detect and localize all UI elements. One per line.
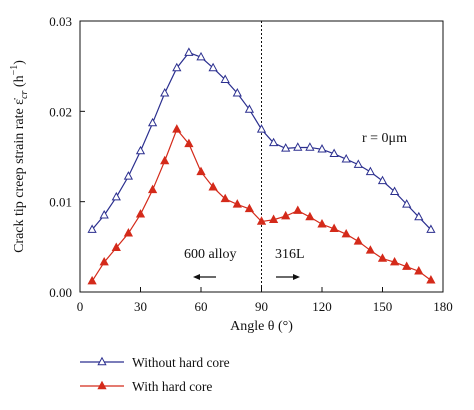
y-tick-label: 0.02	[49, 104, 72, 119]
data-point	[196, 166, 206, 176]
data-point	[353, 159, 363, 168]
data-point	[414, 211, 424, 221]
series-layer	[87, 47, 436, 285]
data-point	[281, 210, 291, 220]
y-tick-label: 0.03	[49, 14, 72, 29]
data-point	[293, 142, 303, 151]
data-point	[196, 51, 206, 61]
y-axis-title: Crack tip creep strain rate ε̇cr (h−1)	[9, 60, 30, 253]
y-axis-title-part: cr	[19, 90, 30, 98]
data-point	[184, 47, 194, 56]
data-point	[123, 228, 134, 237]
data-point	[135, 145, 146, 155]
annotation-layer: r = 0μm 600 alloy 316L	[184, 131, 407, 280]
y-axis-title-part: −1	[9, 65, 20, 76]
data-point	[402, 261, 412, 270]
x-tick-label: 180	[433, 299, 453, 314]
data-point	[99, 209, 109, 219]
data-point	[172, 62, 182, 72]
data-point	[87, 275, 97, 285]
data-point	[256, 216, 267, 225]
data-point	[353, 236, 363, 245]
series-0	[87, 47, 436, 233]
legend-label: Without hard core	[132, 355, 230, 370]
data-point	[135, 209, 146, 218]
data-point	[329, 223, 339, 232]
data-point	[293, 205, 303, 214]
data-point	[244, 203, 255, 213]
data-point	[329, 148, 339, 158]
y-axis-title-part: Crack tip creep strain rate ε̇	[12, 98, 27, 253]
data-point	[377, 253, 388, 262]
data-point	[402, 199, 412, 208]
right-region-label: 316L	[275, 247, 305, 262]
data-point	[123, 171, 134, 180]
left-region-label: 600 alloy	[184, 247, 237, 262]
data-point	[87, 224, 97, 233]
data-point	[377, 175, 388, 185]
x-tick-label: 150	[373, 299, 393, 314]
data-point	[111, 242, 121, 251]
data-point	[111, 191, 121, 201]
series-1	[87, 124, 436, 285]
data-point	[147, 184, 158, 194]
data-point	[184, 138, 194, 148]
y-tick-label: 0.00	[49, 285, 72, 300]
data-point	[160, 88, 170, 97]
data-point	[389, 256, 400, 266]
data-point	[389, 186, 400, 195]
x-tick-label: 60	[195, 299, 208, 314]
data-point	[305, 211, 315, 221]
x-axis-title: Angle θ (°)	[230, 319, 293, 334]
x-tick-label: 90	[255, 299, 268, 314]
data-point	[99, 256, 109, 266]
data-point	[232, 88, 242, 97]
legend-item: With hard core	[80, 379, 212, 394]
data-point	[172, 124, 182, 133]
data-point	[208, 181, 218, 191]
data-point	[341, 228, 351, 238]
right-arrow-icon	[276, 274, 300, 280]
data-point	[414, 265, 424, 275]
data-point	[281, 143, 291, 152]
data-point	[317, 144, 327, 153]
y-axis-title-part: (h	[12, 75, 27, 90]
data-point	[208, 62, 218, 72]
r-annotation: r = 0μm	[362, 131, 407, 146]
legend: Without hard core With hard core	[80, 355, 230, 394]
data-point	[256, 124, 267, 133]
data-point	[147, 117, 158, 127]
data-point	[268, 137, 279, 147]
data-point	[365, 166, 376, 176]
data-point	[305, 142, 315, 151]
data-point	[268, 214, 279, 223]
legend-label: With hard core	[132, 379, 212, 394]
x-tick-label: 0	[77, 299, 84, 314]
data-point	[426, 224, 436, 233]
data-point	[244, 104, 255, 113]
data-point	[160, 155, 170, 165]
data-point	[220, 193, 230, 203]
x-tick-label: 30	[134, 299, 147, 314]
data-point	[220, 74, 230, 83]
x-tick-label: 120	[312, 299, 332, 314]
data-point	[232, 199, 242, 208]
left-arrow-icon	[193, 274, 216, 280]
y-tick-label: 0.01	[49, 195, 72, 210]
axes-layer: 0 30 60 90 120 150 180 0.00 0.01 0.02 0.03 Angle θ …	[9, 14, 453, 334]
y-axis-title-part: )	[12, 60, 27, 65]
data-point	[317, 219, 327, 228]
data-point	[341, 153, 351, 163]
legend-marker	[97, 356, 107, 366]
data-point	[426, 275, 436, 284]
legend-marker	[97, 380, 107, 390]
data-point	[365, 245, 376, 254]
legend-item: Without hard core	[80, 355, 230, 370]
